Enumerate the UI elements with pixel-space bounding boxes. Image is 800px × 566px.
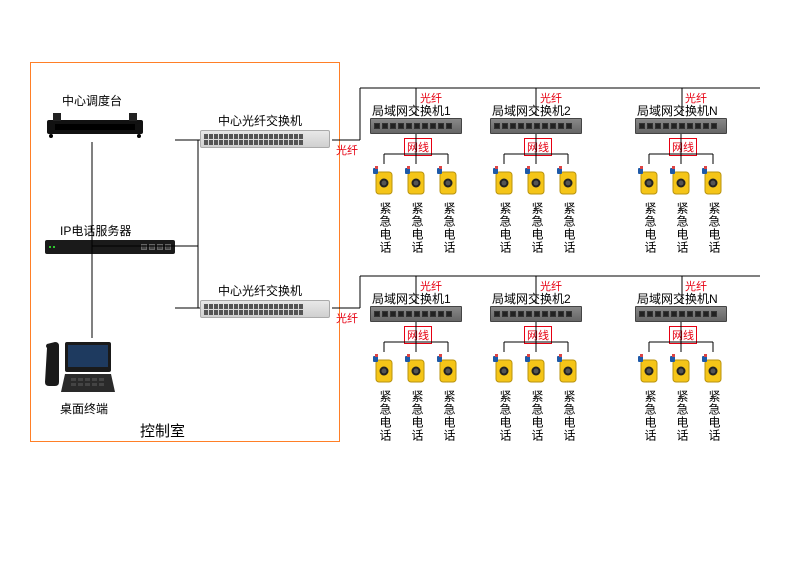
emergency-phone-icon (557, 166, 579, 196)
emergency-phone-label: 紧急电话 (409, 202, 426, 254)
netcable-label: 网线 (524, 326, 552, 344)
emergency-phone-label: 紧急电话 (377, 202, 394, 254)
emergency-phone-label: 紧急电话 (377, 390, 394, 442)
emergency-phone-label: 紧急电话 (497, 390, 514, 442)
emergency-phone-icon (670, 354, 692, 384)
emergency-phone-icon (525, 166, 547, 196)
emergency-phone-icon (638, 354, 660, 384)
emergency-phone-label: 紧急电话 (409, 390, 426, 442)
emergency-phone-icon (525, 354, 547, 384)
emergency-phone-label: 紧急电话 (561, 202, 578, 254)
lan-switch-icon (635, 306, 727, 322)
netcable-label: 网线 (524, 138, 552, 156)
emergency-phone-icon (437, 166, 459, 196)
emergency-phone-label: 紧急电话 (642, 202, 659, 254)
emergency-phone-label: 紧急电话 (674, 390, 691, 442)
lan-switch-label: 局域网交换机2 (492, 290, 571, 307)
emergency-phone-icon (638, 166, 660, 196)
emergency-phone-label: 紧急电话 (674, 202, 691, 254)
emergency-phone-label: 紧急电话 (441, 202, 458, 254)
emergency-phone-label: 紧急电话 (561, 390, 578, 442)
emergency-phone-label: 紧急电话 (706, 390, 723, 442)
center-fiber-switch-bot-label: 中心光纤交换机 (218, 282, 302, 299)
emergency-phone-label: 紧急电话 (497, 202, 514, 254)
lan-switch-icon (370, 118, 462, 134)
lan-switch-icon (635, 118, 727, 134)
netcable-label: 网线 (404, 326, 432, 344)
emergency-phone-icon (670, 166, 692, 196)
emergency-phone-icon (702, 166, 724, 196)
emergency-phone-icon (702, 354, 724, 384)
emergency-phone-icon (437, 354, 459, 384)
desk-terminal-label: 桌面终端 (60, 400, 108, 417)
lan-switch-icon (370, 306, 462, 322)
center-fiber-switch-top-icon (200, 130, 330, 148)
emergency-phone-icon (373, 166, 395, 196)
console-label: 中心调度台 (62, 92, 122, 109)
emergency-phone-icon (373, 354, 395, 384)
netcable-label: 网线 (669, 326, 697, 344)
lan-switch-label: 局域网交换机1 (372, 102, 451, 119)
emergency-phone-label: 紧急电话 (441, 390, 458, 442)
emergency-phone-label: 紧急电话 (529, 202, 546, 254)
desk-terminal-icon (45, 340, 115, 395)
netcable-label: 网线 (669, 138, 697, 156)
emergency-phone-icon (493, 354, 515, 384)
ip-server-label: IP电话服务器 (60, 222, 131, 239)
lan-switch-icon (490, 118, 582, 134)
lan-switch-label: 局域网交换机1 (372, 290, 451, 307)
center-fiber-switch-bot-icon (200, 300, 330, 318)
lan-switch-label: 局域网交换机N (637, 290, 718, 307)
emergency-phone-label: 紧急电话 (529, 390, 546, 442)
emergency-phone-label: 紧急电话 (642, 390, 659, 442)
lan-switch-label: 局域网交换机N (637, 102, 718, 119)
dispatch-console-icon (45, 110, 145, 140)
ip-phone-server-icon (45, 240, 175, 254)
fiber-label-top-out: 光纤 (336, 142, 358, 158)
control-room-title: 控制室 (140, 420, 185, 441)
fiber-label-bot-out: 光纤 (336, 310, 358, 326)
lan-switch-icon (490, 306, 582, 322)
emergency-phone-label: 紧急电话 (706, 202, 723, 254)
emergency-phone-icon (557, 354, 579, 384)
emergency-phone-icon (493, 166, 515, 196)
emergency-phone-icon (405, 354, 427, 384)
center-fiber-switch-top-label: 中心光纤交换机 (218, 112, 302, 129)
emergency-phone-icon (405, 166, 427, 196)
netcable-label: 网线 (404, 138, 432, 156)
lan-switch-label: 局域网交换机2 (492, 102, 571, 119)
